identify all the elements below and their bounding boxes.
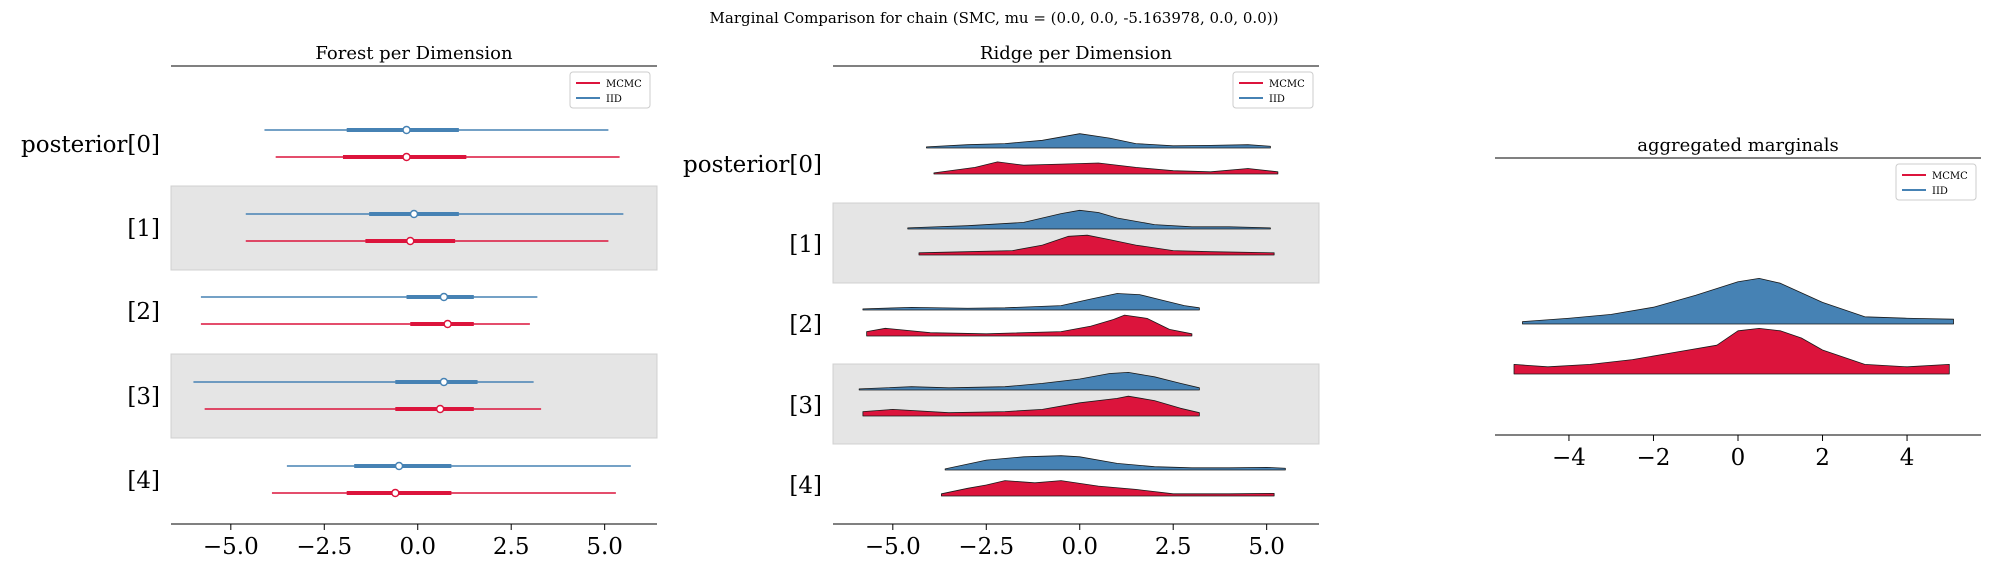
legend-label-iid: IID (1269, 94, 1285, 105)
forest-panel: Forest per Dimension posterior[0] [1] [2] [3… (21, 43, 658, 560)
x-tick-label: −2.5 (296, 534, 352, 560)
iid-median-point (439, 292, 449, 302)
mcmc-median-point (435, 404, 445, 414)
x-tick-label: 5.0 (1248, 534, 1285, 560)
x-tick-label: 2 (1815, 445, 1830, 471)
legend-label-iid: IID (1932, 186, 1948, 197)
x-tick-label: −4 (1552, 445, 1586, 471)
mcmc-median-point (402, 152, 411, 162)
x-tick-label: −5.0 (865, 534, 921, 560)
iid-ridge (858, 372, 1200, 391)
iid-ridge (862, 293, 1200, 311)
panel-title: Ridge per Dimension (980, 43, 1173, 64)
y-label: [2] (789, 312, 822, 338)
y-label: [1] (789, 232, 822, 258)
x-tick-label: 2.5 (1155, 534, 1192, 560)
legend-label-mcmc: MCMC (1932, 171, 1968, 182)
mcmc-median-point (391, 488, 400, 498)
y-label: [4] (127, 468, 160, 494)
x-tick-label: 0 (1731, 445, 1746, 471)
iid-median-point (439, 377, 449, 387)
mcmc-median-point (443, 319, 452, 329)
y-label: [1] (127, 216, 160, 242)
mcmc-ridge (862, 395, 1200, 417)
x-tick-label: −5.0 (203, 534, 259, 560)
panel-title: Forest per Dimension (315, 43, 513, 64)
y-label: [3] (789, 393, 822, 419)
y-label: [4] (789, 473, 822, 499)
mcmc-ridge (933, 161, 1279, 175)
iid-median-point (394, 461, 404, 471)
y-label: [2] (127, 299, 160, 325)
x-tick-label: 5.0 (586, 534, 623, 560)
mcmc-ridge (941, 480, 1275, 497)
x-tick-label: 2.5 (493, 534, 530, 560)
aggregated-panel: aggregated marginals −4 −2 0 2 4 MCMC IID (1495, 135, 1981, 471)
mcmc-median-point (406, 236, 415, 246)
x-tick-label: 4 (1900, 445, 1915, 471)
iid-ridge (907, 209, 1271, 230)
y-label: posterior[0] (21, 132, 160, 158)
iid-ridge (1522, 278, 1954, 325)
legend-label-mcmc: MCMC (1269, 79, 1305, 90)
mcmc-ridge (918, 234, 1275, 256)
legend-label-mcmc: MCMC (606, 79, 642, 90)
mcmc-ridge (1513, 328, 1950, 375)
y-label: posterior[0] (683, 152, 822, 178)
iid-ridge (944, 455, 1286, 471)
mcmc-ridge (866, 314, 1193, 337)
x-tick-label: −2.5 (958, 534, 1014, 560)
x-tick-label: 0.0 (1061, 534, 1098, 560)
y-label: [3] (127, 384, 160, 410)
iid-median-point (409, 209, 419, 219)
ridge-panel: Ridge per Dimension posterior[0] [1] [2] [3]… (683, 43, 1320, 560)
x-tick-label: −2 (1637, 445, 1671, 471)
x-tick-label: 0.0 (399, 534, 436, 560)
figure-suptitle: Marginal Comparison for chain (SMC, mu =… (710, 9, 1279, 27)
iid-median-point (402, 125, 411, 135)
legend-label-iid: IID (606, 94, 622, 105)
iid-ridge (926, 133, 1271, 149)
panel-title: aggregated marginals (1637, 135, 1838, 156)
row-band (170, 353, 658, 439)
row-band (170, 185, 658, 271)
